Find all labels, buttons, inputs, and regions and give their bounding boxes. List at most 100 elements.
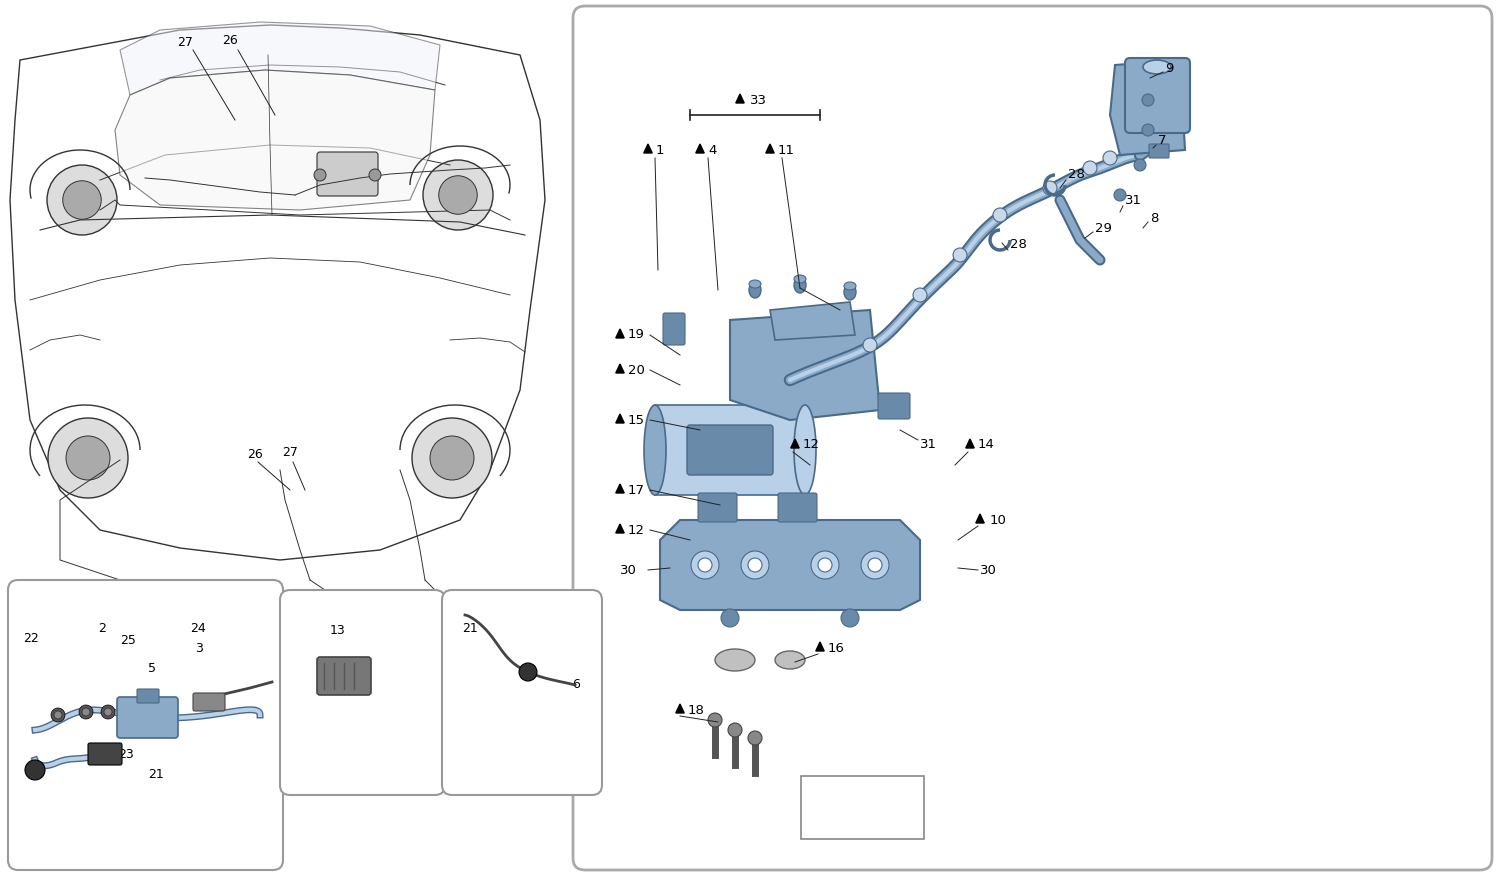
Text: 3: 3 <box>195 642 202 654</box>
FancyBboxPatch shape <box>442 590 602 795</box>
Circle shape <box>413 418 492 498</box>
FancyBboxPatch shape <box>8 580 284 870</box>
FancyBboxPatch shape <box>1125 58 1190 133</box>
Polygon shape <box>10 25 544 560</box>
Text: 12: 12 <box>802 439 820 451</box>
Circle shape <box>369 169 381 181</box>
Circle shape <box>423 160 494 230</box>
FancyBboxPatch shape <box>687 425 772 475</box>
FancyBboxPatch shape <box>1149 144 1168 158</box>
Ellipse shape <box>644 405 666 495</box>
Text: 9: 9 <box>1166 61 1173 75</box>
Polygon shape <box>616 364 624 373</box>
Polygon shape <box>696 144 703 153</box>
Circle shape <box>66 436 110 480</box>
Text: 24: 24 <box>190 621 206 635</box>
Text: 29: 29 <box>1095 222 1112 234</box>
FancyBboxPatch shape <box>88 743 122 765</box>
FancyBboxPatch shape <box>280 590 446 795</box>
Polygon shape <box>815 803 825 813</box>
Circle shape <box>438 175 477 214</box>
Circle shape <box>51 708 64 722</box>
Polygon shape <box>730 310 880 420</box>
Circle shape <box>63 181 102 219</box>
Circle shape <box>26 760 45 780</box>
Text: 28: 28 <box>1010 239 1028 252</box>
Text: 12: 12 <box>628 523 645 537</box>
Ellipse shape <box>748 280 760 288</box>
Ellipse shape <box>794 275 806 283</box>
Circle shape <box>698 558 712 572</box>
Text: 27: 27 <box>282 446 298 458</box>
Circle shape <box>82 708 90 716</box>
Text: 4: 4 <box>708 143 717 157</box>
Circle shape <box>741 551 770 579</box>
Text: = 32: = 32 <box>833 803 867 817</box>
Text: 15: 15 <box>628 414 645 426</box>
Text: 5: 5 <box>148 661 156 675</box>
Polygon shape <box>966 439 974 448</box>
Polygon shape <box>616 414 624 423</box>
Circle shape <box>46 165 117 235</box>
Text: 2: 2 <box>98 621 106 635</box>
Circle shape <box>748 731 762 745</box>
Circle shape <box>48 418 128 498</box>
Circle shape <box>104 708 112 716</box>
Polygon shape <box>766 144 774 153</box>
Text: 26: 26 <box>248 449 262 462</box>
Text: 8: 8 <box>1150 212 1158 224</box>
FancyBboxPatch shape <box>663 313 686 345</box>
Polygon shape <box>770 302 855 340</box>
Circle shape <box>952 248 968 262</box>
Text: 14: 14 <box>978 439 994 451</box>
Polygon shape <box>616 329 624 338</box>
FancyBboxPatch shape <box>194 693 225 711</box>
Polygon shape <box>116 70 435 210</box>
Text: 21: 21 <box>148 768 164 781</box>
Text: 26: 26 <box>222 34 238 46</box>
Circle shape <box>80 705 93 719</box>
Text: 20: 20 <box>628 363 645 376</box>
FancyBboxPatch shape <box>778 493 818 522</box>
Circle shape <box>692 551 718 579</box>
Ellipse shape <box>748 282 760 298</box>
FancyBboxPatch shape <box>316 657 370 695</box>
Circle shape <box>862 338 877 352</box>
Text: 30: 30 <box>980 563 998 577</box>
Circle shape <box>430 436 474 480</box>
Text: 18: 18 <box>688 703 705 716</box>
FancyBboxPatch shape <box>136 689 159 703</box>
Circle shape <box>818 558 833 572</box>
Circle shape <box>519 663 537 681</box>
Circle shape <box>1142 94 1154 106</box>
Polygon shape <box>616 524 624 533</box>
Polygon shape <box>644 144 652 153</box>
Polygon shape <box>976 514 984 523</box>
FancyBboxPatch shape <box>801 776 924 839</box>
Text: 33: 33 <box>750 93 766 107</box>
Circle shape <box>1083 161 1096 175</box>
Polygon shape <box>660 520 920 610</box>
Text: 19: 19 <box>628 328 645 342</box>
Ellipse shape <box>794 277 806 293</box>
Text: 28: 28 <box>1068 168 1084 182</box>
Text: 1: 1 <box>656 143 664 157</box>
Ellipse shape <box>1143 60 1172 74</box>
Circle shape <box>812 551 838 579</box>
Circle shape <box>993 208 1006 222</box>
Polygon shape <box>676 704 684 713</box>
Polygon shape <box>736 94 744 103</box>
Polygon shape <box>120 22 439 95</box>
Text: 22: 22 <box>22 632 39 644</box>
Text: 31: 31 <box>920 439 938 451</box>
Polygon shape <box>656 405 806 495</box>
FancyBboxPatch shape <box>316 152 378 196</box>
Circle shape <box>1102 151 1118 165</box>
Circle shape <box>914 288 927 302</box>
Text: 25: 25 <box>120 634 136 646</box>
Circle shape <box>314 169 326 181</box>
Circle shape <box>1042 181 1058 195</box>
Circle shape <box>868 558 882 572</box>
Text: 23: 23 <box>118 748 134 762</box>
Text: 7: 7 <box>1158 134 1167 147</box>
